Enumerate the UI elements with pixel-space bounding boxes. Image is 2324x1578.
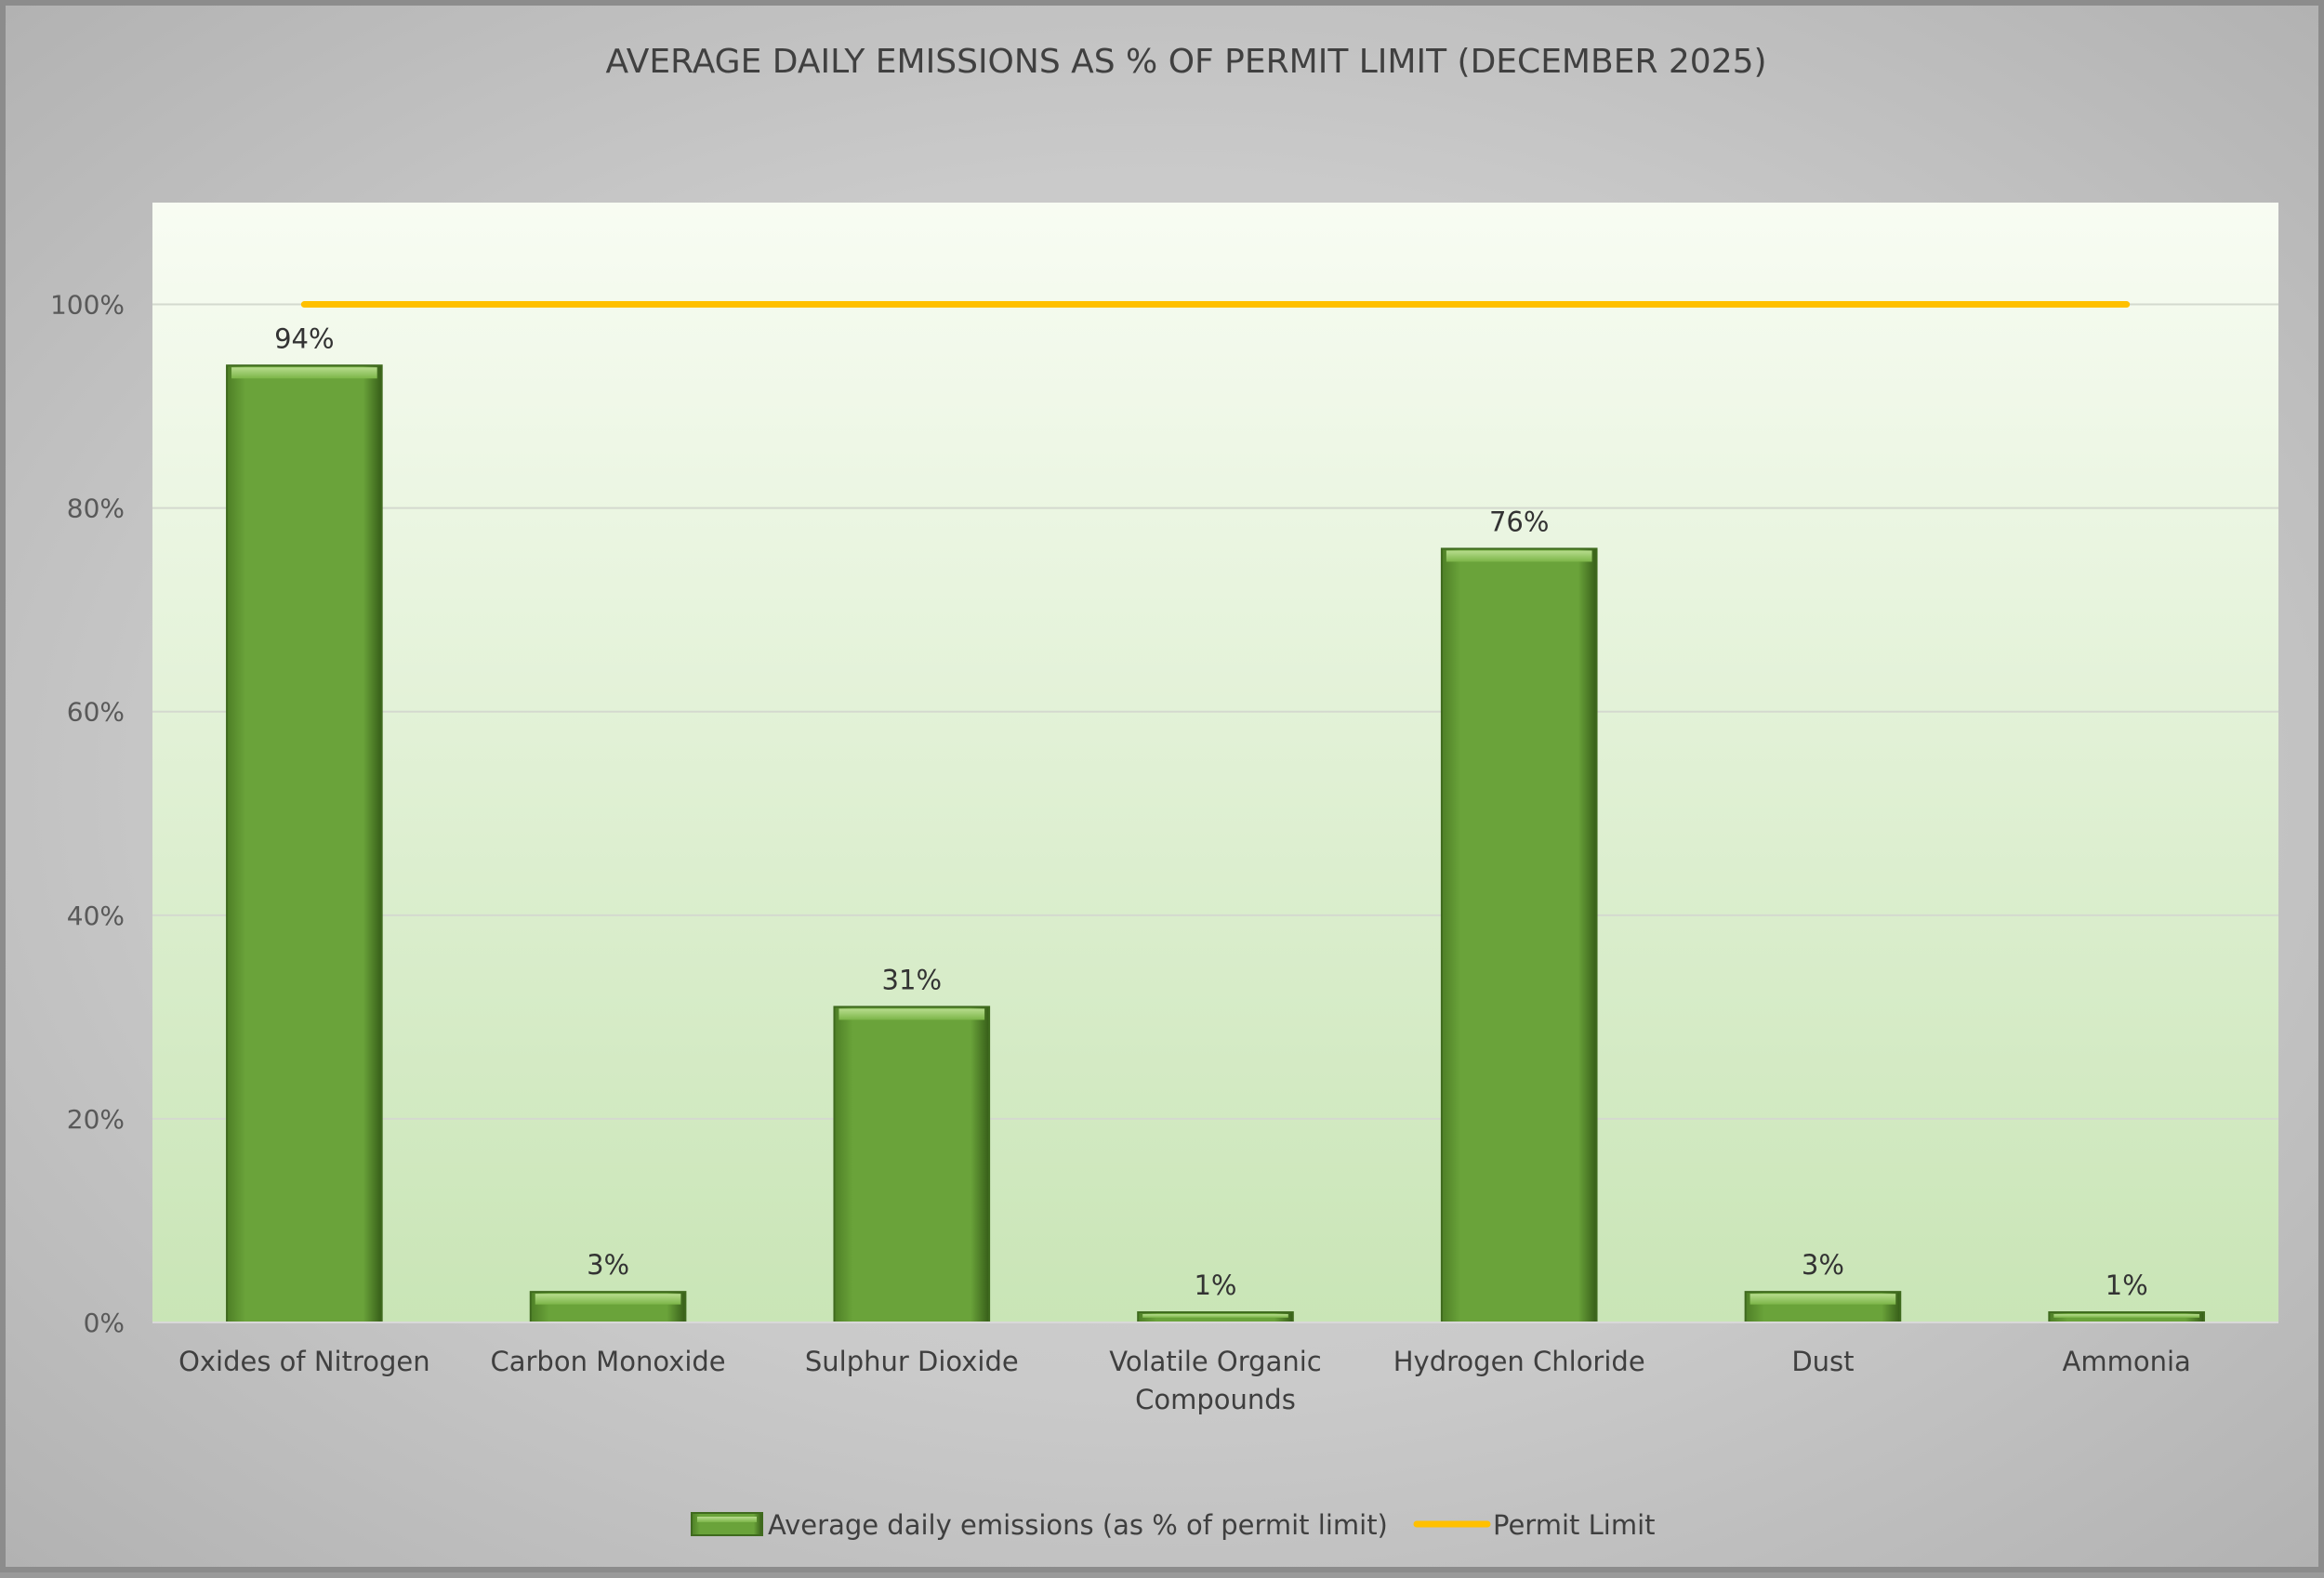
bar: [1744, 1291, 1902, 1323]
data-label: 76%: [1489, 506, 1549, 537]
chart-title: AVERAGE DAILY EMISSIONS AS % OF PERMIT L…: [605, 43, 1766, 81]
bar-highlight: [1446, 550, 1592, 562]
x-tick-label: Oxides of Nitrogen: [178, 1346, 430, 1377]
bar-highlight: [1142, 1314, 1288, 1318]
bar: [1440, 547, 1598, 1323]
legend-label-emissions: Average daily emissions (as % of permit …: [768, 1509, 1388, 1541]
x-tick-label: Carbon Monoxide: [490, 1346, 725, 1377]
y-tick-label: 20%: [67, 1104, 125, 1135]
data-label: 31%: [882, 964, 942, 995]
x-tick-label: Hydrogen Chloride: [1393, 1346, 1645, 1377]
legend-swatch-emissions-highlight: [697, 1517, 757, 1522]
legend-label-permit-limit: Permit Limit: [1493, 1509, 1656, 1541]
x-tick-label: Ammonia: [2062, 1346, 2190, 1377]
plot-area: [152, 203, 2278, 1322]
y-tick-label: 100%: [50, 290, 125, 321]
data-label: 1%: [1194, 1269, 1236, 1301]
x-tick-label: Sulphur Dioxide: [805, 1346, 1019, 1377]
bar-highlight: [838, 1008, 985, 1020]
bar-body: [1440, 547, 1598, 1323]
bar-highlight: [535, 1294, 681, 1305]
y-tick-label: 0%: [84, 1308, 125, 1338]
bar: [529, 1291, 687, 1323]
data-label: 94%: [274, 322, 334, 354]
y-tick-label: 60%: [67, 697, 125, 728]
legend-swatch-emissions: [691, 1512, 763, 1536]
bar-highlight: [231, 367, 377, 379]
bar-body: [226, 364, 383, 1324]
y-tick-label: 80%: [67, 493, 125, 524]
data-label: 1%: [2106, 1269, 2148, 1301]
data-label: 3%: [1802, 1249, 1844, 1281]
legend: Average daily emissions (as % of permit …: [691, 1509, 1656, 1541]
bar: [2048, 1311, 2205, 1323]
legend-item-permit-limit: Permit Limit: [1413, 1509, 1656, 1541]
bar-highlight: [1750, 1294, 1896, 1305]
bar: [226, 364, 383, 1324]
x-tick-label: Volatile Organic: [1109, 1346, 1322, 1377]
bar: [1137, 1311, 1294, 1323]
bar-highlight: [2053, 1314, 2199, 1318]
legend-item-emissions: Average daily emissions (as % of permit …: [691, 1509, 1388, 1541]
bar-body: [833, 1006, 991, 1323]
x-tick-label: Dust: [1791, 1346, 1854, 1377]
y-tick-label: 40%: [67, 901, 125, 931]
x-tick-label: Compounds: [1135, 1384, 1296, 1415]
data-label: 3%: [587, 1249, 629, 1281]
chart: AVERAGE DAILY EMISSIONS AS % OF PERMIT L…: [50, 43, 2278, 1541]
bar: [833, 1006, 991, 1323]
